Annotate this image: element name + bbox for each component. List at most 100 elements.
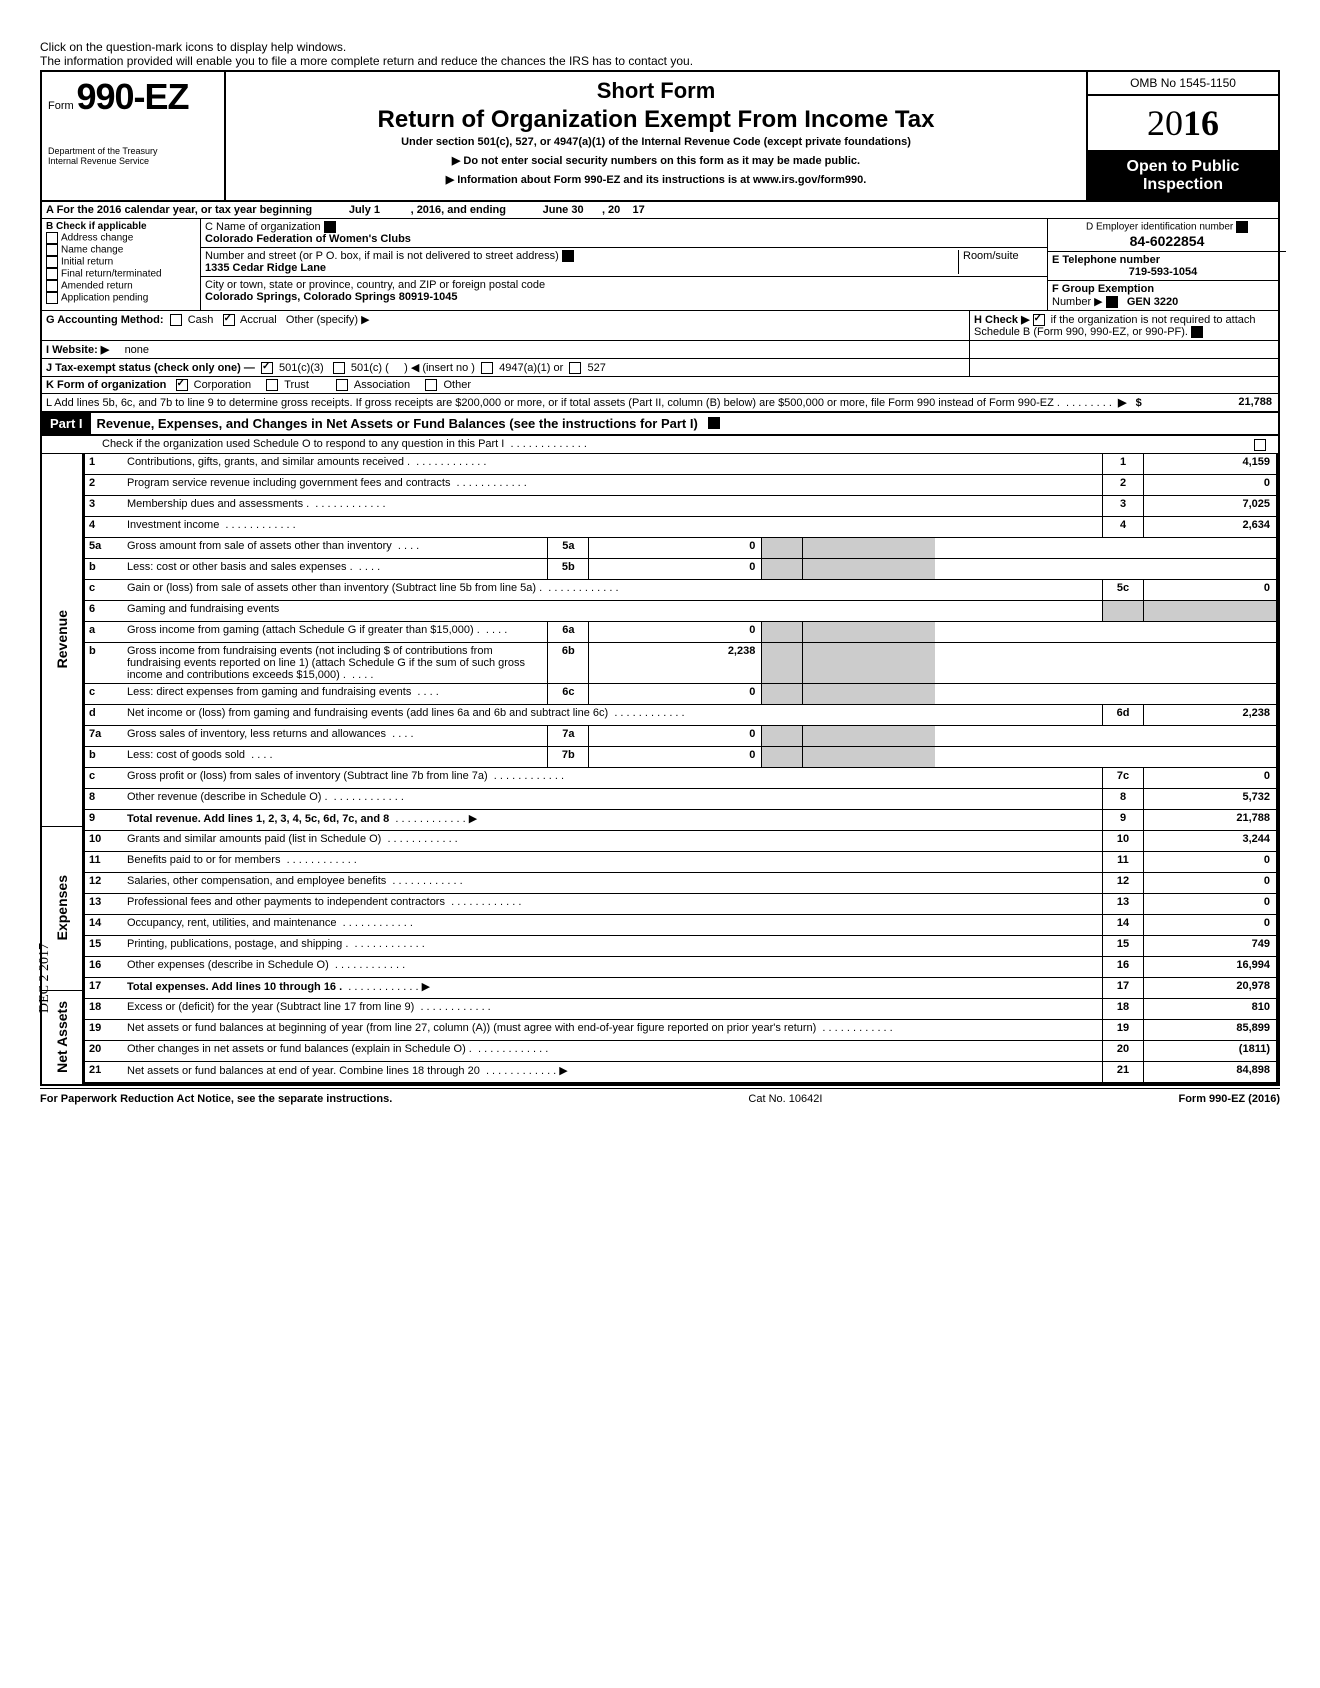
line-5c: c Gain or (loss) from sale of assets oth… (83, 580, 1278, 601)
line-text: Net income or (loss) from gaming and fun… (123, 705, 1102, 725)
line-j: J Tax-exempt status (check only one) — 5… (40, 359, 1280, 377)
line-num: b (85, 559, 123, 579)
sub-box: 7b (547, 747, 589, 767)
line-14: 14 Occupancy, rent, utilities, and maint… (83, 915, 1278, 936)
sub-value: 0 (589, 538, 761, 558)
help-icon[interactable] (562, 250, 574, 262)
line-box: 8 (1102, 789, 1143, 809)
help-icon[interactable] (708, 417, 720, 429)
line-value: 16,994 (1143, 957, 1276, 977)
line-11: 11 Benefits paid to or for members . . .… (83, 852, 1278, 873)
line-text: Total expenses. Add lines 10 through 16 … (123, 978, 1102, 998)
line-19: 19 Net assets or fund balances at beginn… (83, 1020, 1278, 1041)
line-box: 7c (1102, 768, 1143, 788)
line-text: Investment income . . . . . . . . . . . … (123, 517, 1102, 537)
help-icon[interactable] (1236, 221, 1248, 233)
line-12: 12 Salaries, other compensation, and emp… (83, 873, 1278, 894)
chk-initial[interactable] (46, 256, 58, 268)
chk-4947[interactable] (481, 362, 493, 374)
line-a-end: June 30 (543, 204, 584, 216)
line-value-grey (802, 643, 935, 683)
section-b: B Check if applicable Address change Nam… (42, 219, 201, 310)
line-num: b (85, 643, 123, 683)
line-text: Professional fees and other payments to … (123, 894, 1102, 914)
line-box: 14 (1102, 915, 1143, 935)
help-icon[interactable] (1191, 326, 1203, 338)
open-line-2: Inspection (1092, 176, 1274, 194)
line-value: 0 (1143, 915, 1276, 935)
line-box: 20 (1102, 1041, 1143, 1061)
header-middle: Short Form Return of Organization Exempt… (226, 72, 1088, 200)
line-box: 2 (1102, 475, 1143, 495)
dept-block: Department of the Treasury Internal Reve… (48, 146, 218, 166)
addr-label: Number and street (or P O. box, if mail … (205, 250, 559, 262)
line-value: 0 (1143, 475, 1276, 495)
part1-body: Revenue Expenses Net Assets 1 Contributi… (40, 454, 1280, 1086)
chk-address-change[interactable] (46, 232, 58, 244)
f-label: F Group Exemption (1052, 283, 1154, 295)
line-box: 6d (1102, 705, 1143, 725)
j-501c3: 501(c)(3) (279, 362, 324, 374)
line-num: 2 (85, 475, 123, 495)
sub-value: 0 (589, 559, 761, 579)
line-i: I Website: ▶ none (40, 341, 1280, 359)
chk-527[interactable] (569, 362, 581, 374)
line-value-grey (802, 747, 935, 767)
chk-accrual[interactable] (223, 314, 235, 326)
help-icon[interactable] (1106, 296, 1118, 308)
line-box-grey (761, 726, 802, 746)
sub-box: 6c (547, 684, 589, 704)
g-cash: Cash (188, 314, 214, 326)
line-18: 18 Excess or (deficit) for the year (Sub… (83, 999, 1278, 1020)
line-text: Gross sales of inventory, less returns a… (123, 726, 547, 746)
line-num: 10 (85, 831, 123, 851)
chk-assoc[interactable] (336, 379, 348, 391)
chk-amended[interactable] (46, 280, 58, 292)
chk-other[interactable] (425, 379, 437, 391)
line-text: Total revenue. Add lines 1, 2, 3, 4, 5c,… (123, 810, 1102, 830)
chk-h[interactable] (1033, 314, 1045, 326)
line-box: 1 (1102, 454, 1143, 474)
opt-final: Final return/terminated (61, 269, 162, 280)
line-value: 0 (1143, 873, 1276, 893)
j-label: J Tax-exempt status (check only one) — (46, 362, 255, 374)
chk-part1[interactable] (1254, 439, 1266, 451)
k-assoc: Association (354, 379, 410, 391)
line-num: 18 (85, 999, 123, 1019)
chk-name-change[interactable] (46, 244, 58, 256)
line-l: L Add lines 5b, 6c, and 7b to line 9 to … (40, 394, 1280, 413)
line-text: Occupancy, rent, utilities, and maintena… (123, 915, 1102, 935)
line-value: 2,634 (1143, 517, 1276, 537)
help-icon[interactable] (324, 221, 336, 233)
line-value: 749 (1143, 936, 1276, 956)
line-text: Less: cost of goods sold . . . . (123, 747, 547, 767)
dept-line-1: Department of the Treasury (48, 146, 218, 156)
chk-final[interactable] (46, 268, 58, 280)
chk-501c3[interactable] (261, 362, 273, 374)
chk-trust[interactable] (266, 379, 278, 391)
line-text: Gross income from fundraising events (no… (123, 643, 547, 683)
line-num: 15 (85, 936, 123, 956)
org-address: 1335 Cedar Ridge Lane (205, 262, 326, 274)
chk-pending[interactable] (46, 292, 58, 304)
sub-box: 6b (547, 643, 589, 683)
line-gh: G Accounting Method: Cash Accrual Other … (40, 311, 1280, 341)
chk-501c[interactable] (333, 362, 345, 374)
part1-header: Part I Revenue, Expenses, and Changes in… (40, 413, 1280, 436)
line-a-mid: , 2016, and ending (411, 204, 506, 216)
line-num: 14 (85, 915, 123, 935)
footer-right: Form 990-EZ (2016) (1178, 1093, 1280, 1105)
chk-corp[interactable] (176, 379, 188, 391)
group-exemption: GEN 3220 (1127, 296, 1178, 308)
line-7b: b Less: cost of goods sold . . . . 7b 0 (83, 747, 1278, 768)
form-page: Click on the question-mark icons to disp… (40, 40, 1280, 1109)
line-3: 3 Membership dues and assessments . . . … (83, 496, 1278, 517)
g-accrual: Accrual (240, 314, 277, 326)
chk-cash[interactable] (170, 314, 182, 326)
g-label: G Accounting Method: (46, 314, 164, 326)
g-other: Other (specify) ▶ (286, 314, 370, 326)
help-line-2: The information provided will enable you… (40, 54, 693, 68)
sub-value: 0 (589, 747, 761, 767)
opt-amended: Amended return (61, 281, 133, 292)
line-text: Gross profit or (loss) from sales of inv… (123, 768, 1102, 788)
